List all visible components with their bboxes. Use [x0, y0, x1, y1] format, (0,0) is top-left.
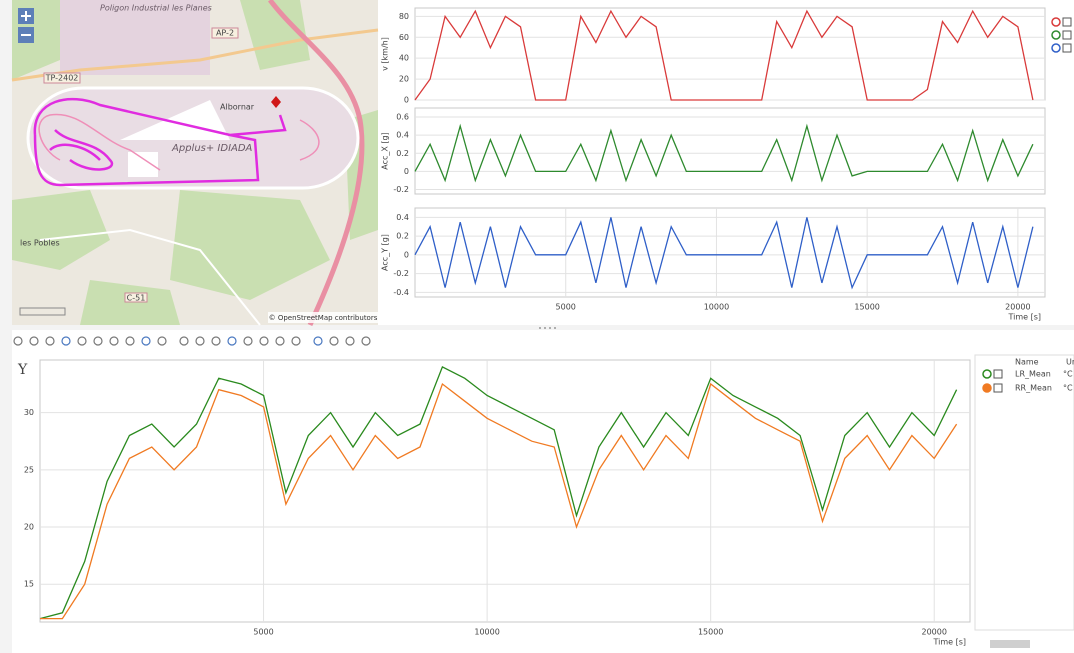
y-tick-label: 0.4	[396, 213, 409, 222]
y-tick-label: 0	[404, 167, 409, 176]
map-label: Albornar	[220, 103, 255, 112]
legend-panel	[975, 355, 1074, 630]
body: {"map":{"area":"Poligon Industrial les P…	[0, 0, 1074, 653]
x-axis-label: Time [s]	[1007, 313, 1041, 322]
y-tick-label: 40	[399, 54, 409, 63]
x-tick-label: 15000	[854, 303, 879, 312]
y-tick-label: 20	[399, 75, 409, 84]
y-tick-label: 20	[24, 523, 34, 532]
x-tick-label: 5000	[556, 303, 576, 312]
legend-checkbox[interactable]	[1063, 18, 1071, 26]
scrollbar[interactable]	[990, 640, 1030, 648]
y-axis-label: Acc_X [g]	[381, 132, 390, 169]
x-tick-label: 15000	[698, 628, 723, 637]
y-tick-label: -0.4	[393, 288, 409, 297]
splitter[interactable]	[539, 327, 556, 329]
legend-header: Name	[1015, 358, 1039, 367]
y-tick-label: 0.2	[396, 232, 409, 241]
map-label: Applus+ IDIADA	[171, 143, 253, 154]
bottom-panel	[12, 330, 1074, 653]
attribution[interactable]: © OpenStreetMap contributors	[269, 314, 378, 322]
x-tick-label: 10000	[704, 303, 729, 312]
x-tick-label: 5000	[253, 628, 273, 637]
y-tick-label: 60	[399, 33, 409, 42]
map-label: AP-2	[216, 29, 234, 38]
legend-unit: °C	[1063, 370, 1073, 379]
legend-swatch	[983, 384, 991, 392]
y-tick-label: 0	[404, 96, 409, 105]
y-axis-label: v [km/h]	[381, 37, 390, 71]
map-label: C-51	[127, 294, 146, 303]
map-label: TP-2402	[45, 74, 79, 83]
screen: Poligon Industrial les Planes AP-2 TP-24…	[0, 0, 1074, 653]
building	[128, 152, 158, 177]
page: html,body{margin:0;padding:0;width:1074p…	[0, 0, 1074, 653]
x-tick-label: 10000	[474, 628, 499, 637]
legend-unit: °C	[1063, 384, 1073, 393]
y-axis-label: Y	[17, 362, 28, 378]
y-tick-label: 0	[404, 250, 409, 259]
legend-checkbox[interactable]	[1063, 31, 1071, 39]
x-tick-label: 20000	[922, 628, 947, 637]
legend-name: RR_Mean	[1015, 384, 1052, 393]
y-tick-label: 80	[399, 12, 409, 21]
legend-checkbox[interactable]	[1063, 44, 1071, 52]
legend-checkbox[interactable]	[994, 384, 1002, 392]
y-tick-label: 0.6	[396, 113, 409, 122]
y-tick-label: -0.2	[393, 185, 409, 194]
legend-header: Un	[1066, 358, 1074, 367]
legend-name: LR_Mean	[1015, 370, 1051, 379]
map-label: Poligon Industrial les Planes	[100, 4, 212, 13]
map-label: les Pobles	[20, 239, 60, 248]
y-axis-label: Acc_Y [g]	[381, 234, 390, 271]
y-tick-label: 0.4	[396, 131, 409, 140]
x-tick-label: 20000	[1005, 303, 1030, 312]
y-tick-label: -0.2	[393, 269, 409, 278]
y-tick-label: 25	[24, 465, 34, 474]
legend-checkbox[interactable]	[994, 370, 1002, 378]
y-tick-label: 0.2	[396, 149, 409, 158]
y-tick-label: 30	[24, 408, 34, 417]
y-tick-label: 15	[24, 580, 34, 589]
x-axis-label: Time [s]	[932, 638, 966, 647]
